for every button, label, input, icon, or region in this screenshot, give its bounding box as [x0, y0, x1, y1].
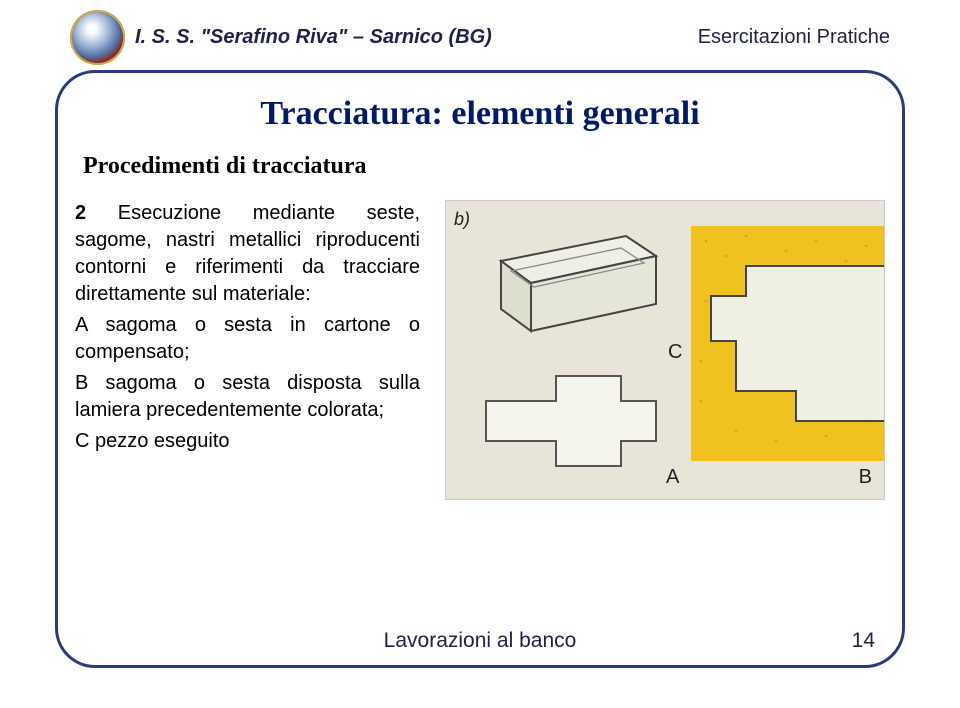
slide-title: Tracciatura: elementi generali: [75, 95, 885, 133]
header-left-text: I. S. S. "Serafino Riva" – Sarnico (BG): [135, 26, 492, 49]
figure-column: b): [445, 200, 885, 500]
figure-label-corner: b): [454, 209, 470, 230]
figure-label-a: A: [666, 466, 679, 489]
body-line-b: B sagoma o sesta disposta sulla lamiera …: [75, 370, 420, 424]
content: Tracciatura: elementi generali Procedime…: [75, 90, 885, 648]
slide: I. S. S. "Serafino Riva" – Sarnico (BG) …: [0, 0, 960, 708]
footer-text: Lavorazioni al banco: [0, 629, 960, 653]
header: I. S. S. "Serafino Riva" – Sarnico (BG) …: [70, 10, 890, 65]
columns: 2 Esecuzione mediante seste, sagome, nas…: [75, 200, 885, 500]
header-right-text: Esercitazioni Pratiche: [698, 26, 890, 49]
text-column: 2 Esecuzione mediante seste, sagome, nas…: [75, 200, 420, 500]
school-logo-icon: [70, 10, 125, 65]
figure-svg: [446, 201, 885, 500]
slide-subtitle: Procedimenti di tracciatura: [83, 153, 885, 180]
figure-label-c: C: [668, 341, 682, 364]
body-paragraph: 2 Esecuzione mediante seste, sagome, nas…: [75, 200, 420, 308]
page-number: 14: [852, 629, 875, 653]
body-p1: Esecuzione mediante seste, sagome, nastr…: [75, 202, 420, 305]
logo-area: I. S. S. "Serafino Riva" – Sarnico (BG): [70, 10, 492, 65]
body-lead-number: 2: [75, 202, 86, 224]
figure-label-b: B: [859, 466, 872, 489]
body-line-a: A sagoma o sesta in cartone o compensato…: [75, 312, 420, 366]
figure: b): [445, 200, 885, 500]
body-line-c: C pezzo eseguito: [75, 428, 420, 455]
